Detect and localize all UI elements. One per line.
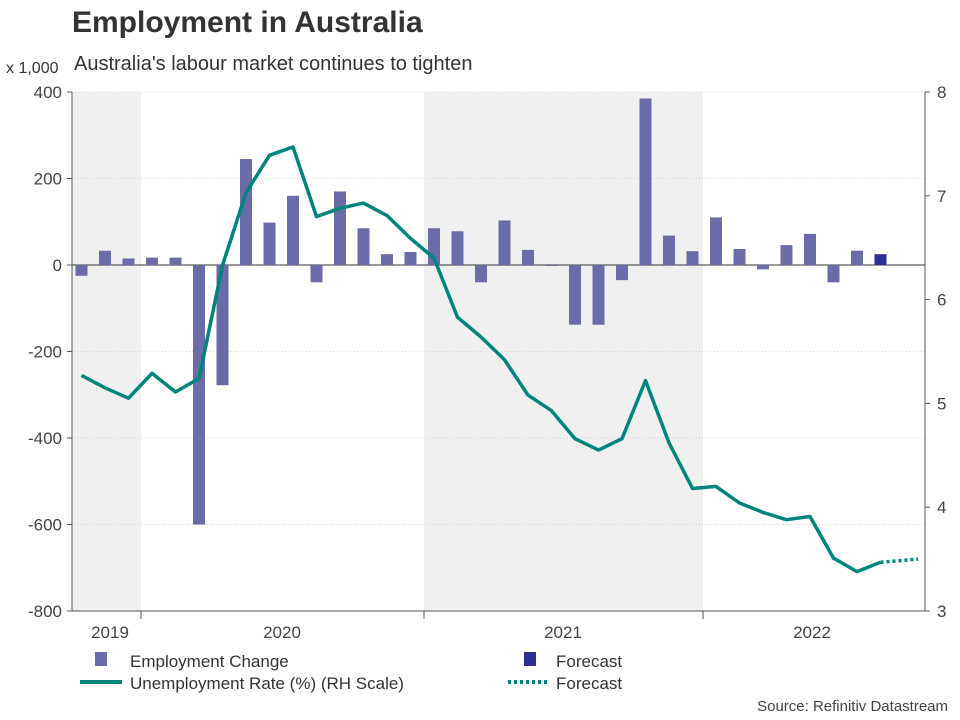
employment-bar xyxy=(827,265,840,283)
employment-bar xyxy=(616,265,628,281)
legend-label: Forecast xyxy=(556,674,622,693)
right-tick-label: 3 xyxy=(937,602,946,621)
employment-bar xyxy=(75,265,88,276)
employment-bar xyxy=(381,254,393,265)
employment-bar xyxy=(240,159,252,265)
left-axis-unit: x 1,000 xyxy=(6,60,59,77)
employment-bar xyxy=(663,235,675,265)
employment-bar xyxy=(169,257,182,265)
x-tick-label: 2022 xyxy=(793,623,831,642)
employment-bar xyxy=(522,249,534,265)
x-tick-label: 2019 xyxy=(91,623,129,642)
employment-bar xyxy=(498,220,511,265)
employment-bar xyxy=(263,222,276,265)
unemployment-line-group xyxy=(80,145,919,574)
legend: Employment Change Forecast Unemployment Ra… xyxy=(80,652,622,693)
left-tick-label: 0 xyxy=(53,256,62,275)
employment-bar xyxy=(216,265,229,386)
left-tick-label: 400 xyxy=(34,83,62,102)
right-tick-label: 5 xyxy=(937,394,946,413)
source-note: Source: Refinitiv Datastream xyxy=(757,698,948,715)
axes: 400 200 0 -200 -400 -600 -800 8 7 6 5 4 3 2019 2020 202… xyxy=(28,83,947,642)
employment-bar xyxy=(451,231,464,265)
employment-bar xyxy=(733,248,746,265)
left-tick-label: -200 xyxy=(28,343,62,362)
right-tick-label: 8 xyxy=(937,83,946,102)
employment-bar xyxy=(99,250,111,265)
right-tick-label: 4 xyxy=(937,498,946,517)
employment-bar xyxy=(334,191,346,265)
employment-bar xyxy=(287,195,299,265)
employment-bar xyxy=(592,265,605,325)
legend-label: Employment Change xyxy=(130,652,289,671)
employment-bar xyxy=(639,98,652,265)
employment-bar xyxy=(310,265,323,283)
employment-change-bars xyxy=(75,98,887,525)
x-tick-label: 2021 xyxy=(544,623,582,642)
employment-bar xyxy=(710,217,722,265)
left-tick-label: -400 xyxy=(28,429,62,448)
employment-bar xyxy=(686,251,699,265)
employment-bar xyxy=(122,258,135,265)
employment-bar xyxy=(804,233,816,265)
employment-bar xyxy=(851,250,863,265)
legend-forecast-bar-swatch xyxy=(524,652,536,666)
right-tick-label: 6 xyxy=(937,291,946,310)
legend-label: Unemployment Rate (%) (RH Scale) xyxy=(130,674,404,693)
left-tick-label: -600 xyxy=(28,516,62,535)
chart-subtitle: Australia's labour market continues to t… xyxy=(74,53,473,75)
shade-2019 xyxy=(72,92,141,611)
employment-bar xyxy=(569,265,581,325)
legend-label: Forecast xyxy=(556,652,622,671)
unemployment-line xyxy=(80,145,882,574)
employment-bar xyxy=(146,257,158,265)
left-tick-label: -800 xyxy=(28,602,62,621)
employment-bar xyxy=(545,265,558,266)
unemployment-forecast-line xyxy=(880,557,919,564)
x-tick-label: 2020 xyxy=(263,623,301,642)
chart-title: Employment in Australia xyxy=(72,6,423,39)
left-tick-label: 200 xyxy=(34,170,62,189)
forecast-bar xyxy=(874,254,887,265)
legend-bar-swatch xyxy=(95,652,107,666)
shade-2021 xyxy=(424,92,703,611)
employment-bar xyxy=(780,245,793,265)
employment-bar xyxy=(357,228,370,265)
employment-bar xyxy=(757,265,769,270)
employment-bar xyxy=(193,265,205,525)
employment-bar xyxy=(475,265,487,283)
employment-bar xyxy=(404,252,417,265)
right-tick-label: 7 xyxy=(937,187,946,206)
